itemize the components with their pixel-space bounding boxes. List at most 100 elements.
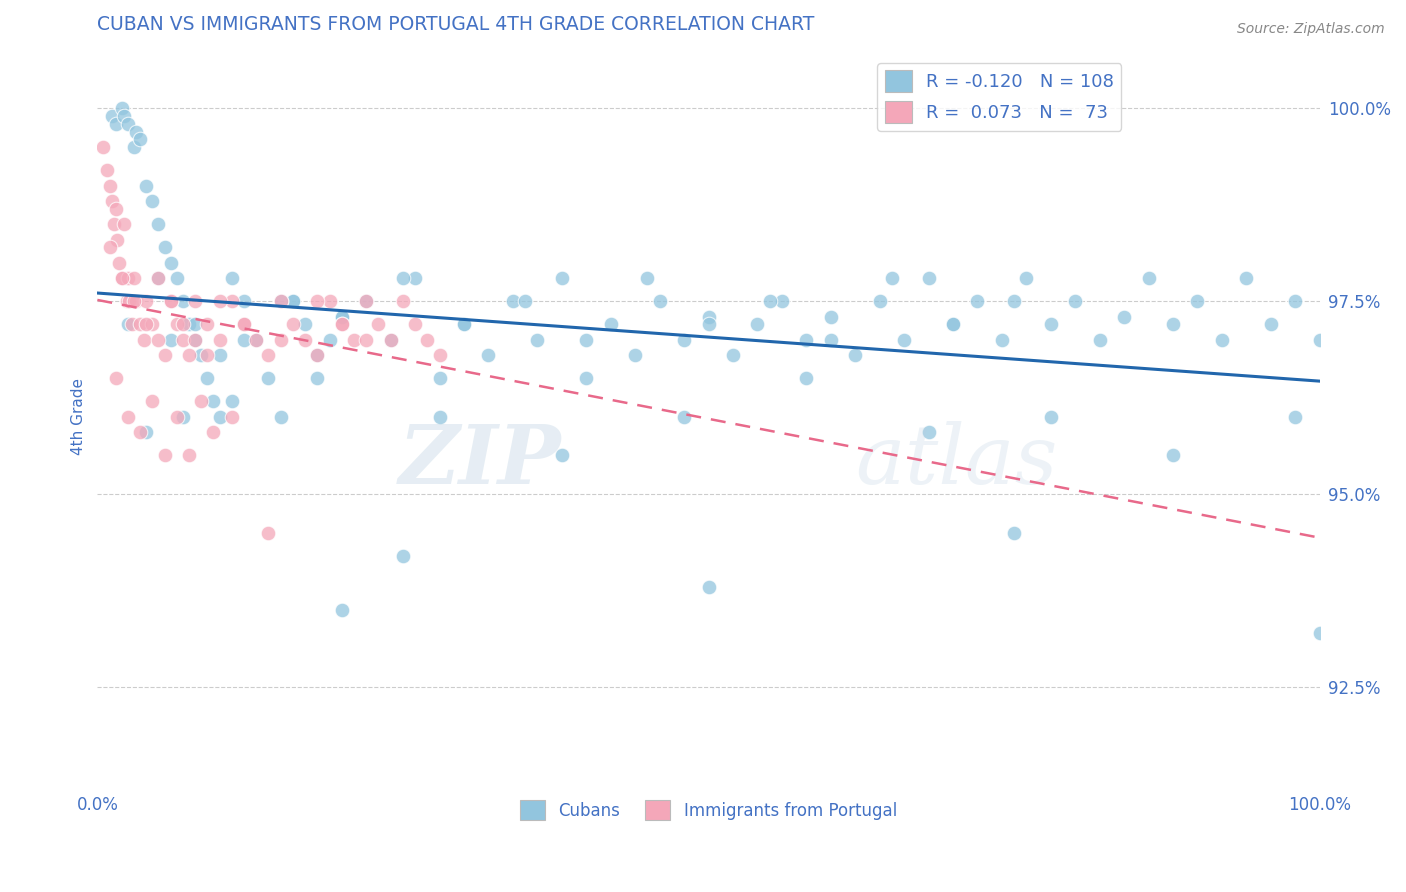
Point (184, 294, 207, 309)
Point (125, 294, 148, 309)
Point (794, 371, 817, 385)
Point (184, 333, 207, 347)
Point (148, 271, 170, 285)
Point (172, 333, 194, 347)
Point (135, 425, 157, 440)
Point (1260, 318, 1282, 332)
Point (270, 294, 292, 309)
Point (270, 294, 292, 309)
Point (103, 217, 125, 231)
Point (135, 318, 157, 332)
Point (721, 348, 744, 362)
Point (221, 271, 243, 285)
Point (177, 449, 200, 463)
Point (117, 318, 139, 332)
Point (141, 394, 163, 409)
Point (208, 348, 231, 362)
Point (575, 371, 598, 385)
Point (330, 310, 353, 324)
Point (221, 394, 243, 409)
Point (991, 333, 1014, 347)
Point (195, 348, 218, 362)
Point (104, 117, 127, 131)
Point (101, 194, 124, 208)
Point (429, 371, 451, 385)
Point (129, 318, 152, 332)
Point (343, 333, 366, 347)
Legend: Cubans, Immigrants from Portugal: Cubans, Immigrants from Portugal (513, 793, 904, 827)
Point (148, 217, 170, 231)
Point (257, 371, 280, 385)
Point (208, 409, 231, 424)
Point (330, 318, 353, 332)
Point (367, 318, 389, 332)
Point (330, 310, 353, 324)
Point (281, 294, 304, 309)
Point (159, 255, 181, 269)
Point (392, 294, 415, 309)
Point (294, 318, 316, 332)
Point (104, 202, 127, 216)
Point (1137, 271, 1160, 285)
Point (111, 101, 134, 115)
Point (1039, 409, 1062, 424)
Point (551, 449, 574, 463)
Point (354, 294, 377, 309)
Point (129, 132, 152, 146)
Point (233, 333, 256, 347)
Point (159, 333, 181, 347)
Point (159, 294, 181, 309)
Point (893, 333, 915, 347)
Point (392, 271, 415, 285)
Point (98, 240, 121, 254)
Point (172, 318, 194, 332)
Point (1187, 294, 1209, 309)
Point (195, 371, 218, 385)
Text: ZIP: ZIP (399, 421, 562, 501)
Point (380, 333, 402, 347)
Point (148, 333, 170, 347)
Point (98, 178, 121, 193)
Point (153, 449, 176, 463)
Point (1112, 310, 1135, 324)
Point (1309, 626, 1331, 640)
Point (942, 318, 965, 332)
Point (172, 409, 194, 424)
Point (502, 294, 524, 309)
Point (121, 318, 143, 332)
Point (177, 318, 200, 332)
Point (129, 425, 152, 440)
Point (880, 271, 903, 285)
Point (117, 409, 139, 424)
Point (820, 333, 842, 347)
Point (135, 178, 157, 193)
Point (917, 425, 939, 440)
Point (281, 318, 304, 332)
Point (190, 394, 212, 409)
Point (380, 333, 402, 347)
Point (1002, 294, 1025, 309)
Point (184, 333, 207, 347)
Point (429, 348, 451, 362)
Point (416, 333, 439, 347)
Point (1039, 318, 1062, 332)
Point (477, 348, 499, 362)
Point (1002, 525, 1025, 540)
Point (551, 271, 574, 285)
Point (1161, 449, 1184, 463)
Point (122, 140, 145, 154)
Point (111, 271, 134, 285)
Point (202, 425, 225, 440)
Point (111, 271, 134, 285)
Point (172, 294, 194, 309)
Point (1211, 333, 1233, 347)
Point (105, 233, 128, 247)
Point (166, 318, 188, 332)
Point (184, 318, 207, 332)
Point (307, 371, 329, 385)
Point (942, 318, 965, 332)
Point (330, 603, 353, 617)
Point (515, 294, 537, 309)
Point (354, 333, 377, 347)
Point (221, 294, 243, 309)
